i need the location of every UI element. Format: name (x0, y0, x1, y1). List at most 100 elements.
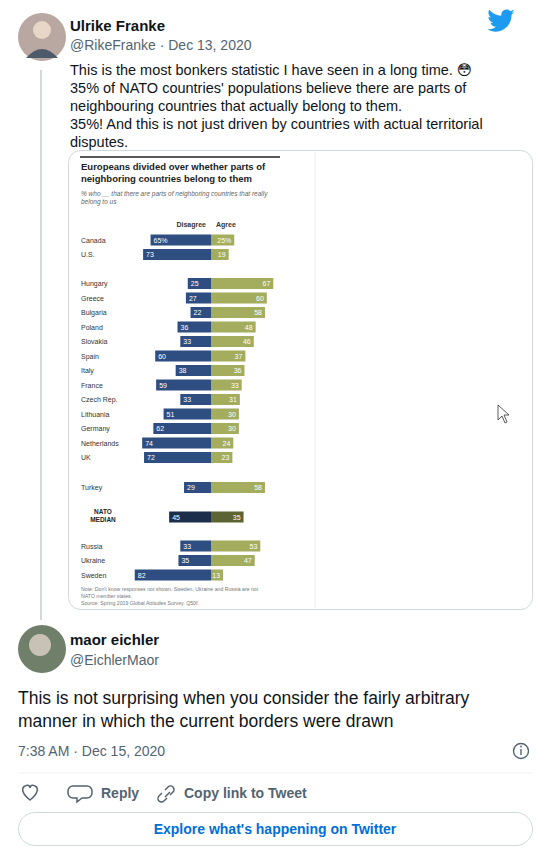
data-label: 53 (249, 543, 257, 550)
category-label: Slovakia (81, 338, 108, 345)
bar-disagree (169, 512, 211, 523)
like-button[interactable] (23, 785, 38, 800)
bar-agree (211, 293, 267, 304)
bar-disagree (155, 351, 211, 362)
data-label: 74 (145, 440, 153, 447)
bar-disagree (184, 482, 211, 493)
avatar[interactable] (18, 625, 66, 673)
bar-agree (211, 365, 244, 376)
divider (18, 773, 532, 774)
image-edge (315, 152, 316, 608)
reply-icon[interactable] (68, 786, 92, 802)
category-label: Greece (81, 295, 104, 302)
category-label: Poland (81, 324, 103, 331)
chart-subtitle-line: % who __ that there are parts of neighbo… (81, 190, 268, 198)
avatar-face (33, 21, 51, 39)
info-icon-dot (520, 746, 522, 748)
bar-disagree (180, 394, 211, 405)
bar-disagree (151, 235, 211, 246)
author-name[interactable]: Ulrike Franke (70, 17, 165, 34)
data-label: 19 (218, 251, 226, 258)
category-label: NATOMEDIAN (90, 508, 116, 523)
category-label: Czech Rep. (81, 396, 118, 404)
data-label: 25% (217, 237, 231, 244)
series-header: Disagree (176, 221, 206, 229)
category-label: Sweden (81, 572, 106, 579)
bar-agree (211, 541, 260, 552)
bar-disagree (178, 555, 211, 566)
avatar-face (29, 634, 51, 656)
bar-disagree (178, 322, 211, 333)
explore-label[interactable]: Explore what's happening on Twitter (154, 821, 397, 837)
bar-agree (211, 482, 265, 493)
data-label: 35 (233, 514, 241, 521)
data-label: 30 (228, 411, 236, 418)
explore-button[interactable] (19, 813, 533, 846)
data-label: 23 (222, 454, 230, 461)
labels: Canada65%25%U.S.7319Hungary2567Greece276… (81, 237, 270, 579)
actions: Reply Copy link to Tweet Explore what's ha… (19, 785, 533, 846)
bar-disagree (180, 541, 211, 552)
bar-disagree (142, 438, 211, 449)
data-label: 58 (254, 309, 262, 316)
bar-disagree (164, 409, 211, 420)
tweet-text: 35%! And this is not just driven by coun… (70, 116, 483, 132)
series-header: Agree (216, 221, 236, 229)
page: Ulrike Franke @RikeFranke · Dec 13, 2020 T… (0, 0, 550, 862)
data-label: 60 (256, 295, 264, 302)
bar-disagree (176, 365, 211, 376)
author-handle: @EichlerMaor (70, 652, 159, 668)
category-label: Germany (81, 425, 110, 433)
data-label: 37 (235, 353, 243, 360)
bar-disagree (153, 423, 211, 434)
bars (135, 235, 274, 581)
data-label: 35 (181, 557, 189, 564)
link-icon[interactable] (158, 786, 174, 802)
category-label: France (81, 382, 103, 389)
data-label: 60 (158, 353, 166, 360)
twitter-logo[interactable] (487, 10, 514, 32)
bar-agree (211, 235, 234, 246)
timestamp[interactable]: 7:38 AM · Dec 15, 2020 (18, 743, 165, 759)
data-label: 30 (228, 425, 236, 432)
data-label: 33 (231, 382, 239, 389)
data-label: 67 (263, 280, 271, 287)
copy-link-button[interactable]: Copy link to Tweet (184, 785, 307, 801)
category-label: UK (81, 454, 91, 461)
title-rule (80, 156, 280, 158)
bar-disagree (144, 452, 211, 463)
bar-disagree (191, 307, 211, 318)
byline: @RikeFranke · Dec 13, 2020 (70, 37, 252, 53)
data-label: 73 (146, 251, 154, 258)
bar-agree (211, 336, 254, 347)
bar-agree (211, 570, 223, 581)
avatar[interactable] (18, 13, 66, 61)
tweet-text: 35% of NATO countries' populations belie… (70, 80, 467, 96)
bar-agree (211, 452, 232, 463)
chart-note-line: NATO member states. (81, 593, 132, 599)
info-icon[interactable] (514, 744, 529, 759)
author-name[interactable]: maor eichler (70, 631, 159, 648)
reply-text: This is not surprising when you consider… (18, 688, 470, 708)
thread-line (40, 70, 42, 620)
bar-agree (211, 307, 265, 318)
data-label: 24 (223, 440, 231, 447)
bar-agree (211, 394, 240, 405)
category-label: Lithuania (81, 411, 110, 418)
bar-disagree (135, 570, 211, 581)
data-label: 82 (138, 572, 146, 579)
data-label: 45 (172, 514, 180, 521)
cursor (498, 405, 509, 423)
reply-text: manner in which the current borders were… (18, 711, 393, 731)
reply-button[interactable]: Reply (101, 785, 139, 801)
bar-agree (211, 351, 245, 362)
category-label: Hungary (81, 280, 108, 288)
chart-subtitle-line: belong to us (81, 198, 117, 206)
data-label: 58 (254, 484, 262, 491)
chart-image: Europeans divided over whether parts ofn… (69, 151, 533, 610)
category-label: Turkey (81, 484, 103, 492)
bar-agree (211, 380, 242, 391)
bar-disagree (186, 293, 211, 304)
category-label: Ukraine (81, 557, 105, 564)
bar-agree (211, 512, 244, 523)
